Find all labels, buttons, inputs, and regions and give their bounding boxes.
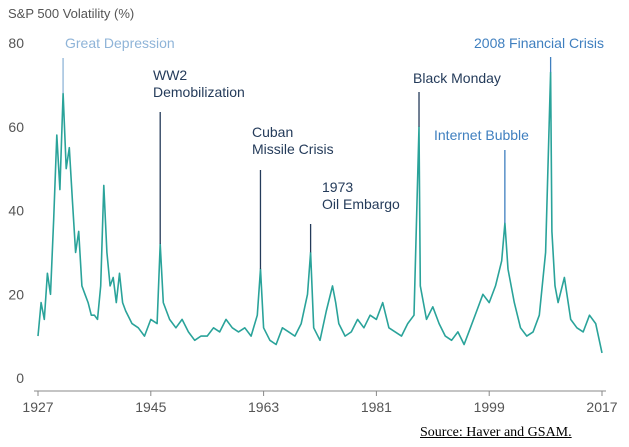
annotation-label: Black Monday <box>413 70 501 86</box>
annotation-label: 1973 <box>322 179 353 195</box>
x-tick-label: 2017 <box>586 399 617 415</box>
source-note: Source: Haver and GSAM. <box>420 425 572 440</box>
y-tick-label: 80 <box>8 35 24 51</box>
annotation-label: WW2 <box>153 67 187 83</box>
y-axis-title: S&P 500 Volatility (%) <box>8 6 135 21</box>
x-tick-label: 1963 <box>248 399 279 415</box>
x-tick-label: 1981 <box>361 399 392 415</box>
annotation-label: Great Depression <box>65 35 175 51</box>
annotation-label: Cuban <box>252 124 293 140</box>
y-tick-label: 20 <box>8 286 24 302</box>
y-tick-label: 60 <box>8 119 24 135</box>
x-tick-label: 1999 <box>474 399 505 415</box>
x-tick-label: 1927 <box>22 399 53 415</box>
volatility-line <box>37 71 603 354</box>
annotation-label: Demobilization <box>153 84 245 100</box>
annotation-label: Oil Embargo <box>322 196 400 212</box>
y-tick-label: 40 <box>8 203 24 219</box>
annotation-label: Internet Bubble <box>434 127 529 143</box>
annotation-label: Missile Crisis <box>252 141 334 157</box>
x-tick-label: 1945 <box>135 399 166 415</box>
annotation-label: 2008 Financial Crisis <box>474 35 604 51</box>
y-tick-label: 0 <box>16 370 24 386</box>
